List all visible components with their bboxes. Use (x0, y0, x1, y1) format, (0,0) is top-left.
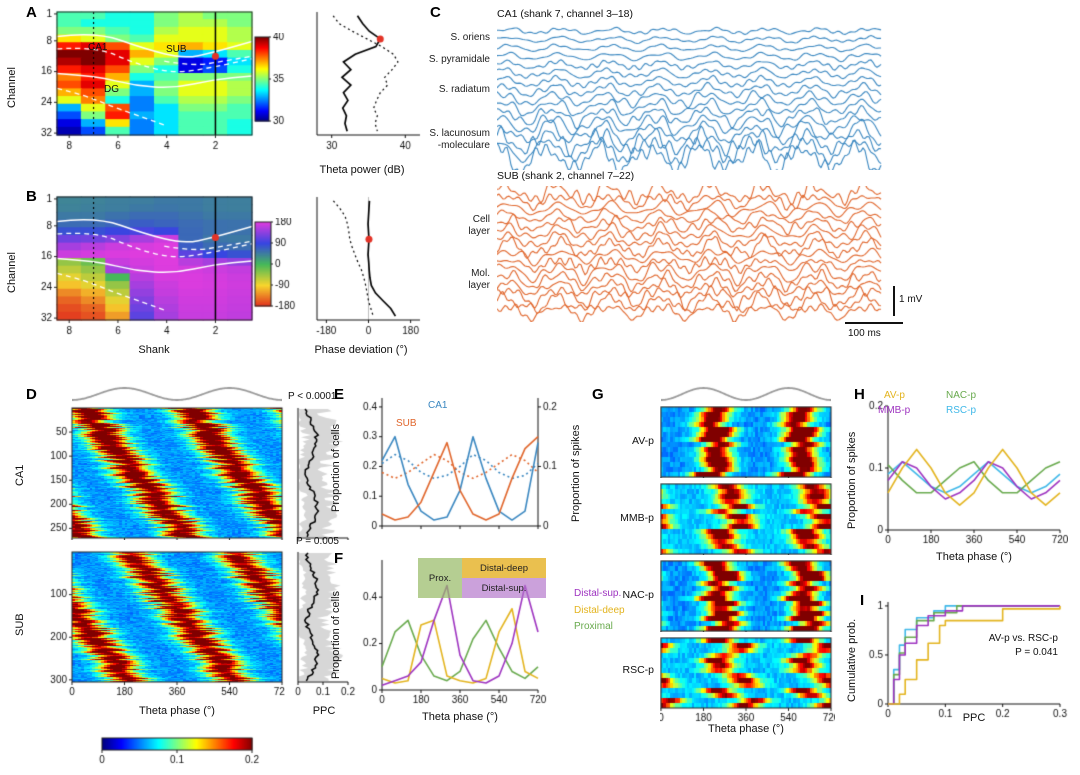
inset-distal-deep-box: Distal-deep (462, 558, 546, 578)
sub-cell-phase-heatmap (40, 550, 285, 702)
ca1-pvalue: P < 0.0001 (288, 391, 337, 402)
h-legend-mmb: MMB-p (878, 405, 911, 416)
f-label-distal-deep: Distal-deep (574, 605, 625, 616)
g-row-label-av: AV-p (632, 435, 654, 447)
h-legend-rsc: RSC-p (946, 405, 977, 416)
g-row-label-rsc: RSC-p (622, 664, 654, 676)
phase-deviation-plot (293, 190, 428, 350)
nac-p-phase-heatmap (660, 560, 835, 632)
layer-label-oriens: S. oriens (450, 32, 490, 43)
i-annotation-pvalue: P = 0.041 (1015, 647, 1058, 658)
f-label-proximal: Proximal (574, 621, 613, 632)
panel-h-label: H (854, 386, 865, 403)
sub-lfp-traces (497, 186, 882, 322)
proportion-of-cells-chart (346, 392, 568, 544)
e-legend-ca1: CA1 (428, 400, 448, 411)
cumulative-ppc-chart (858, 596, 1068, 724)
theta-power-heatmap (20, 5, 270, 165)
panel-b-ylabel: Channel (6, 252, 18, 293)
ppc-axis-label: PPC (312, 705, 336, 717)
panel-e-label: E (334, 386, 345, 403)
layer-label-pyramidale: S. pyramidale (428, 54, 490, 65)
panel-f-label: F (334, 550, 344, 567)
f-xlabel: Theta phase (°) (422, 711, 498, 723)
panel-c-label: C (430, 4, 441, 21)
f-ylabel: Proportion of cells (330, 590, 342, 680)
sub-traces-title: SUB (shank 2, channel 7–22) (497, 170, 635, 182)
scalebar-100ms-label: 100 ms (848, 328, 881, 339)
region-label-dg: DG (104, 84, 119, 95)
layer-label-lacunosum: S. lacunosum -moleculare (429, 128, 490, 151)
av-p-phase-heatmap (660, 406, 835, 478)
panel-g-label: G (592, 386, 604, 403)
e-ylabel: Proportion of cells (330, 423, 342, 513)
inset-distal-sup-box: Distal-sup. (462, 578, 546, 598)
layer-label-cell: Cell layer (468, 214, 490, 237)
mmb-p-phase-heatmap (660, 483, 835, 555)
scalebar-100ms-line (845, 322, 903, 324)
d-colorbar (92, 734, 262, 770)
i-ylabel: Cumulative prob. (846, 618, 858, 702)
ca1-lfp-traces (497, 24, 882, 170)
rsc-p-phase-heatmap (660, 637, 835, 727)
d-ca1-row-label: CA1 (14, 464, 26, 486)
d-xlabel: Theta phase (°) (139, 705, 215, 717)
ca1-cell-phase-heatmap (40, 406, 285, 540)
proportion-of-spikes-chart (858, 396, 1068, 548)
layer-label-radiatum: S. radiatum (438, 84, 490, 95)
panel-d-label: D (26, 386, 37, 403)
theta-phase-heatmap (20, 190, 270, 350)
panel-a-ylabel: Channel (6, 67, 18, 108)
h-ylabel: Proportion of spikes (846, 431, 858, 529)
f-label-distal-sup: Distal-sup. (574, 588, 622, 599)
i-annotation-comparison: AV-p vs. RSC-p (988, 633, 1058, 644)
panel-b-xlabel: Shank (138, 344, 170, 356)
d-sub-row-label: SUB (14, 613, 26, 637)
i-xlabel: PPC (962, 712, 986, 724)
g-xlabel: Theta phase (°) (708, 723, 784, 735)
h-legend-nac: NAC-p (946, 390, 977, 401)
theta-cycle-wave-g (661, 384, 831, 404)
scalebar-1mv-line (893, 286, 895, 316)
h-xlabel: Theta phase (°) (936, 551, 1012, 563)
sub-pvalue: P = 0.005 (296, 536, 339, 547)
ca1-traces-title: CA1 (shank 7, channel 3–18) (497, 8, 634, 20)
e-legend-sub: SUB (396, 418, 417, 429)
g-row-label-nac: NAC-p (622, 589, 654, 601)
e-y2label: Proportion of spikes (570, 424, 582, 522)
h-legend-av: AV-p (884, 390, 905, 401)
inset-proximal-box: Prox. (418, 558, 462, 598)
scalebar-1mv-label: 1 mV (899, 294, 923, 305)
theta-power-profile-plot (293, 5, 428, 165)
g-row-label-mmb: MMB-p (620, 512, 654, 524)
theta-cycle-wave-d (72, 384, 282, 404)
region-label-ca1: CA1 (88, 42, 108, 53)
phase-deviation-xlabel: Phase deviation (°) (314, 344, 408, 356)
theta-power-xlabel: Theta power (dB) (319, 164, 405, 176)
layer-label-mol: Mol. layer (468, 268, 490, 291)
theta-power-colorbar (252, 33, 296, 137)
region-label-sub: SUB (166, 44, 187, 55)
